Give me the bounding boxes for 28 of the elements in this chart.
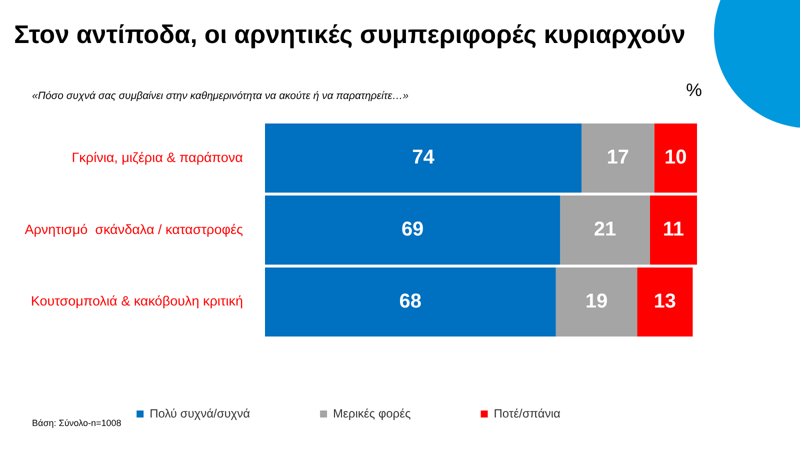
bar — [582, 124, 654, 193]
bar — [265, 124, 582, 193]
bar — [650, 196, 697, 265]
bar — [265, 196, 560, 265]
legend-label: Πολύ συχνά/συχνά — [150, 406, 250, 420]
chart-subtitle: «Πόσο συχνά σας συμβαίνει στην καθημερινότητα να ακούτε ή να παρατηρείτε…» — [32, 90, 409, 102]
data-label: 74 — [412, 146, 436, 169]
bar — [556, 267, 638, 337]
data-label: 17 — [606, 146, 629, 169]
y-tick-label: Γκρίνια, μιζέρια & παράπονα — [72, 150, 244, 165]
data-label: 68 — [399, 290, 422, 313]
bar — [654, 124, 697, 193]
bar — [560, 196, 650, 265]
y-tick-label: Αρνητισμό σκάνδαλα / καταστροφές — [24, 222, 244, 237]
data-label: 19 — [585, 290, 608, 313]
bar — [265, 267, 556, 337]
chart-title: Στον αντίποδα, οι αρνητικές συμπεριφορές κυριαρχούν — [14, 21, 686, 50]
data-label: 11 — [662, 218, 684, 241]
data-label: 10 — [664, 146, 687, 169]
legend-label: Μερικές φορές — [333, 406, 411, 420]
legend-label: Ποτέ/σπάνια — [494, 406, 560, 420]
data-label: 21 — [594, 218, 616, 241]
bar — [637, 267, 693, 337]
data-label: 13 — [654, 290, 676, 313]
data-label: 69 — [401, 218, 424, 241]
text: % — [686, 80, 702, 101]
text: Βάση: Σύνολο-n=1008 — [32, 418, 122, 428]
y-tick-label: Κουτσομπολιά & κακόβουλη κριτική — [30, 294, 243, 309]
